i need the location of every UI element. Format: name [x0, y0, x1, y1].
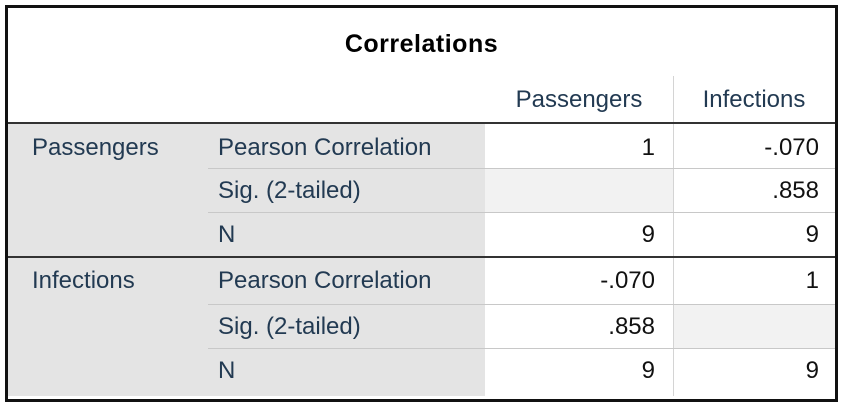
row-divider: [208, 168, 835, 169]
value-cell: 1: [641, 134, 655, 161]
group-divider: [8, 256, 835, 258]
column-divider: [673, 76, 674, 396]
row-divider: [208, 212, 835, 213]
stat-label: Sig. (2-tailed): [218, 313, 361, 340]
column-header-passengers: Passengers: [515, 86, 643, 113]
table-title: Correlations: [344, 30, 499, 58]
row-divider: [208, 304, 835, 305]
stat-label: Pearson Correlation: [218, 267, 432, 294]
value-cell: -.070: [764, 134, 819, 161]
group-label-passengers: Passengers: [32, 134, 159, 161]
row-labels-background: [8, 124, 485, 396]
stat-label: Pearson Correlation: [218, 134, 432, 161]
value-cell: [673, 305, 819, 349]
value-cell: -.070: [600, 267, 655, 294]
header-divider: [8, 122, 835, 124]
correlations-table: Correlations Passengers Infections Passe…: [5, 5, 838, 402]
infections-infections-sig-empty-cell: [673, 304, 835, 348]
value-cell: .858: [608, 313, 655, 340]
value-cell: 1: [805, 267, 819, 294]
value-cell: 9: [805, 221, 819, 248]
row-divider: [208, 348, 835, 349]
passengers-passengers-sig-empty-cell: [485, 168, 673, 212]
group-label-infections: Infections: [32, 267, 135, 294]
stat-label: Sig. (2-tailed): [218, 177, 361, 204]
value-cell: 9: [641, 357, 655, 384]
value-cell: 9: [641, 221, 655, 248]
value-cell: 9: [805, 357, 819, 384]
value-cell: .858: [772, 177, 819, 204]
stat-label: N: [218, 221, 236, 248]
column-header-infections: Infections: [702, 86, 806, 113]
stat-label: N: [218, 357, 236, 384]
value-cell: [485, 169, 655, 213]
